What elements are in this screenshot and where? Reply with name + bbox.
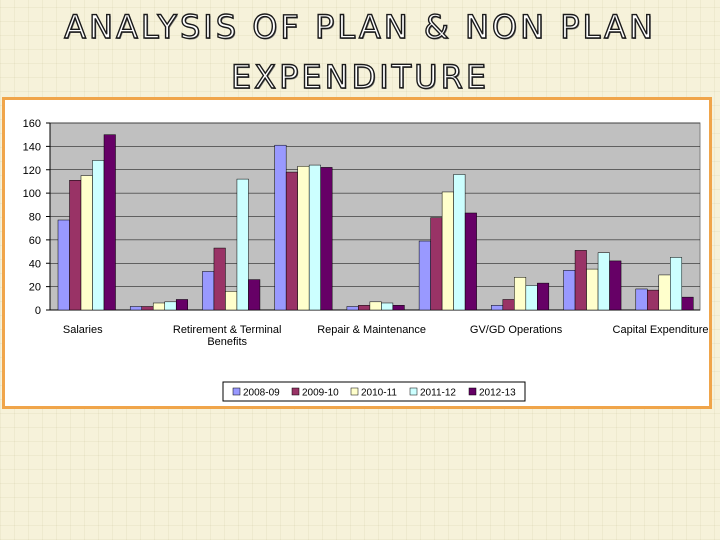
bar [491,305,504,311]
bar [369,301,382,311]
x-tick-label: Capital Expenditure [613,324,709,336]
legend-label: 2008-09 [243,388,280,399]
legend-label: 2009-10 [302,388,339,399]
bar [464,212,477,311]
bar [57,219,70,311]
bar [202,271,215,311]
legend-swatch [409,387,418,396]
bar [574,250,587,311]
x-tick-label: GV/GD Operations [470,324,563,336]
chart-frame: 0 20 40 60 80 100 120 140 160 Salaries Retirement … [2,97,712,409]
bar [392,305,405,311]
legend-swatch [468,387,477,396]
x-tick-label: Retirement & Terminal [173,324,282,336]
bar [647,289,660,311]
bar [213,247,226,311]
x-tick-label: Benefits [207,336,247,348]
bar [635,288,648,311]
bar [597,252,610,311]
bar [129,306,142,311]
y-tick-label: 40 [29,258,41,270]
bar [670,257,683,311]
slide-title-line-1: ANALYSIS OF PLAN & NON PLAN [63,7,656,46]
bar [285,171,298,311]
bar [430,217,443,311]
bar [274,144,287,311]
bar [586,268,599,311]
slide-title: ANALYSIS OF PLAN & NON PLAN EXPENDITURE [0,2,720,102]
bar [248,279,261,311]
legend-label: 2010-11 [361,388,397,399]
bar [381,302,394,311]
x-tick-label: Salaries [63,324,103,336]
bar [80,175,93,311]
legend-swatch [350,387,359,396]
legend [222,381,526,402]
slide-title-line-2: EXPENDITURE [230,57,490,96]
bar [297,165,310,311]
bar [453,174,466,311]
bar [514,277,527,311]
bar [236,178,249,311]
bar [103,134,116,311]
y-tick-label: 160 [23,118,41,130]
y-tick-label: 140 [23,141,41,153]
bar [681,296,694,311]
bar [141,306,154,311]
bar [537,282,550,311]
x-tick-label: Repair & Maintenance [317,324,426,336]
legend-label: 2011-12 [420,388,456,399]
bar [308,164,321,311]
bar [658,274,671,311]
bar [92,160,105,311]
bar [175,299,188,311]
bar [164,301,177,311]
y-tick-label: 20 [29,282,41,294]
bar [563,270,576,311]
legend-swatch [291,387,300,396]
y-tick-label: 100 [23,188,41,200]
bar [358,305,371,311]
bar [609,260,622,311]
bar [441,191,454,311]
bar [225,291,238,311]
bar-chart: 0 20 40 60 80 100 120 140 160 Salaries Retirement … [23,118,709,402]
bar [346,306,359,311]
bar [69,180,82,311]
legend-swatch [232,387,241,396]
y-tick-label: 120 [23,165,41,177]
bar [152,302,165,311]
legend-label: 2012-13 [479,388,516,399]
bar [320,167,333,311]
y-tick-label: 0 [35,305,41,317]
bar [525,285,538,311]
bar [418,240,431,311]
y-tick-label: 60 [29,235,41,247]
bar [502,299,515,311]
y-tick-label: 80 [29,212,41,224]
